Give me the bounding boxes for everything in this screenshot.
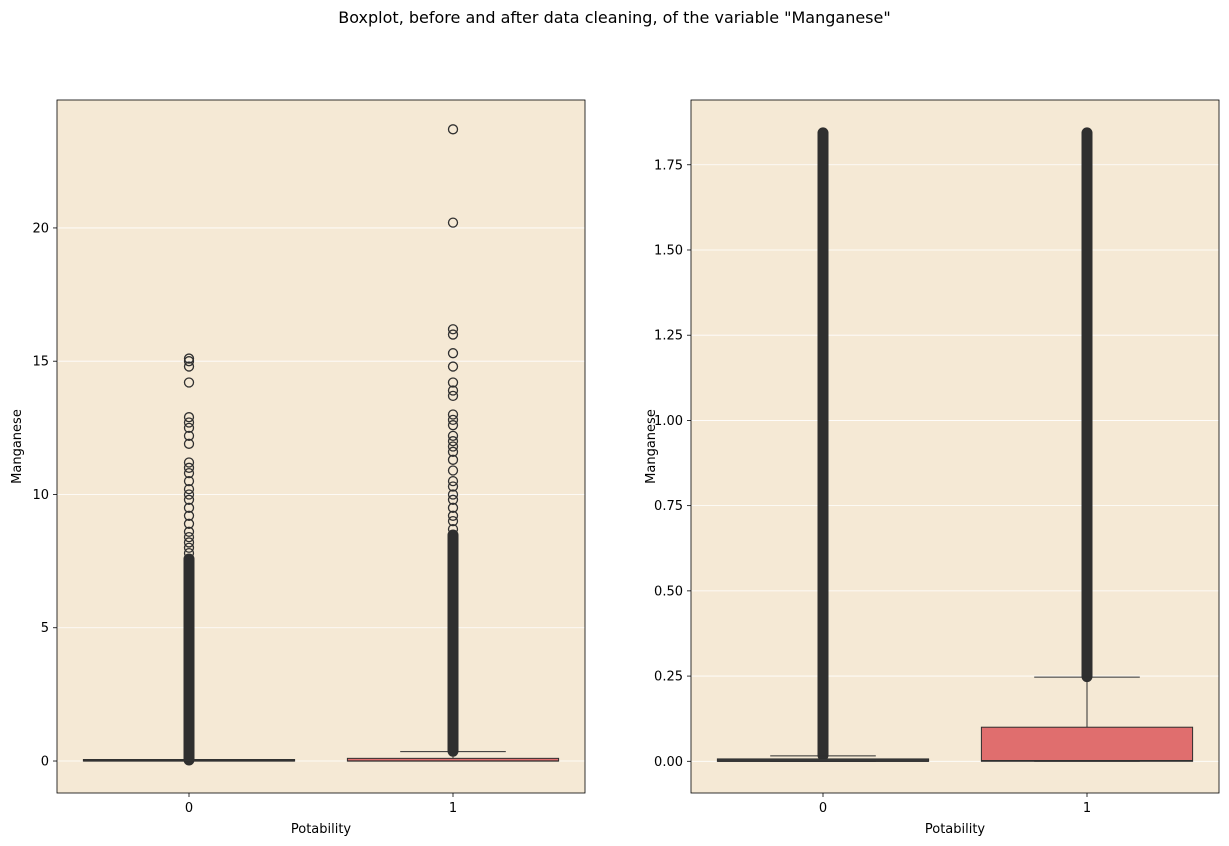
box-body [980,726,1194,762]
y-tick-label: 5 [41,621,49,636]
outlier-point [447,441,459,452]
outlier-point [183,377,195,388]
outlier-point [447,348,459,359]
outlier-point [447,515,459,527]
outlier-band [817,127,829,761]
outlier-point [183,430,195,441]
outlier-point [447,217,459,228]
plot-area [691,100,1219,793]
axes-frame [56,99,586,794]
x-tick-label: 1 [1083,801,1091,816]
outlier-point [447,475,459,487]
outlier-band [1081,127,1093,683]
y-tick-label: 1.75 [654,158,683,173]
y-axis-label: Manganese [644,409,659,484]
axes-frame [690,99,1220,794]
outlier-point [447,510,459,521]
outlier-point [447,494,459,505]
x-tick-label: 0 [185,801,193,816]
y-tick-label: 20 [32,221,49,236]
x-tick-label: 0 [819,801,827,816]
y-tick-label: 0 [41,755,49,770]
y-tick-label: 0.75 [654,499,683,514]
outlier-point [183,457,195,468]
outlier-point [183,542,195,553]
outlier-point [183,518,195,529]
y-tick-label: 1.00 [654,414,683,429]
outlier-point [183,537,195,548]
y-axis-label: Manganese [10,409,25,484]
outlier-point [447,414,459,425]
outlier-point [447,385,459,396]
outlier-point [183,483,195,495]
outlier-point [183,417,195,428]
outlier-point [447,502,459,513]
outlier-point [183,510,195,521]
x-tick-label: 1 [449,801,457,816]
outlier-point [183,502,195,513]
outlier-point [447,436,459,447]
x-axis-label: Potability [291,822,352,837]
outlier-band [183,553,195,766]
outlier-point [447,481,459,492]
outlier-point [447,454,459,465]
panel-before: 0 5 10 15 20 0 1 Potability Manganese [10,99,586,837]
plot-area [57,100,585,793]
panel-after: 0.00 0.25 0.50 0.75 1.00 1.25 1.50 1.75 0 1 Potabi… [644,99,1220,837]
outlier-point [447,489,459,500]
outlier-point [183,438,195,449]
outlier-point [183,468,195,479]
outlier-point [447,124,459,135]
outlier-point [183,547,195,559]
y-tick-label: 0.25 [654,670,683,685]
y-tick-label: 0.50 [654,584,683,599]
outlier-point [183,526,195,537]
outlier-point [183,361,195,372]
y-tick-label: 15 [32,355,49,370]
outlier-point [183,494,195,505]
outlier-point [447,361,459,372]
outlier-point [447,523,459,535]
outlier-point [447,390,459,402]
outlier-point [447,324,459,335]
outlier-point [183,489,195,500]
outlier-point [183,531,195,543]
outlier-band [447,529,459,757]
y-tick-label: 1.25 [654,329,683,344]
x-axis-label: Potability [925,822,986,837]
outlier-point [447,409,459,420]
outlier-point [183,412,195,423]
outlier-point [183,462,195,473]
outlier-point [447,446,459,457]
y-tick-label: 0.00 [654,755,683,770]
outlier-point [183,475,195,487]
outlier-point [447,420,459,431]
figure-title: Boxplot, before and after data cleaning,… [338,8,891,27]
outlier-point [183,353,195,364]
outlier-point [183,356,195,367]
outlier-point [447,430,459,441]
outlier-point [447,329,459,340]
y-tick-label: 1.50 [654,243,683,258]
outlier-point [447,465,459,476]
outlier-point [447,377,459,388]
outlier-point [183,422,195,433]
y-tick-label: 10 [32,488,49,503]
